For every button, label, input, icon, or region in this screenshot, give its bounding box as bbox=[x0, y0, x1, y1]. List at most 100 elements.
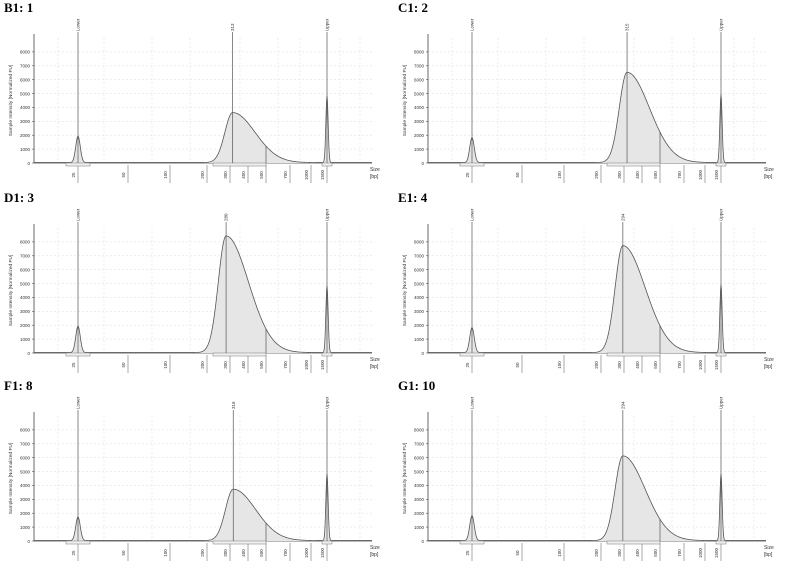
electropherogram-plot: 0 1000 2000 3000 4000 5000 6000 7000 8000 Sample … bbox=[8, 18, 380, 183]
panel-title: E1: 4 bbox=[398, 190, 428, 205]
x-axis-label-unit: [bp] bbox=[764, 364, 773, 370]
x-tick-label: 1000 bbox=[698, 547, 703, 558]
lower-region-bar bbox=[65, 540, 91, 545]
y-tick-label: 6000 bbox=[414, 77, 425, 82]
upper-region-bar bbox=[321, 540, 333, 545]
panel-title: D1: 3 bbox=[4, 190, 34, 205]
x-tick-label: 700 bbox=[677, 549, 682, 557]
smear-fill-area bbox=[589, 72, 710, 163]
electropherogram-plot: 0 1000 2000 3000 4000 5000 6000 7000 8000 Sample … bbox=[8, 208, 380, 373]
peak-label: Lower bbox=[76, 208, 81, 221]
region-bar bbox=[606, 162, 661, 167]
panel-title: C1: 2 bbox=[398, 0, 428, 15]
x-axis-label: Size bbox=[764, 545, 774, 551]
upper-region-bar bbox=[321, 352, 333, 357]
y-tick-label: 0 bbox=[27, 161, 30, 166]
x-tick-label: 200 bbox=[594, 361, 599, 369]
x-tick-label: 500 bbox=[259, 361, 264, 369]
y-tick-label: 7000 bbox=[20, 64, 31, 69]
x-tick-label: 300 bbox=[617, 361, 622, 369]
y-tick-label: 4000 bbox=[20, 105, 31, 110]
y-tick-label: 2000 bbox=[414, 511, 425, 516]
y-tick-label: 4000 bbox=[414, 295, 425, 300]
peak-label: 316 bbox=[231, 401, 236, 409]
y-tick-label: 7000 bbox=[20, 442, 31, 447]
x-tick-label: 1500 bbox=[714, 547, 719, 558]
y-tick-label: 4000 bbox=[414, 105, 425, 110]
peak-label: Upper bbox=[325, 396, 330, 409]
x-tick-label: 100 bbox=[557, 361, 562, 369]
peak-label: Upper bbox=[719, 208, 724, 221]
y-tick-label: 8000 bbox=[414, 240, 425, 245]
y-tick-label: 7000 bbox=[414, 64, 425, 69]
peak-label: Lower bbox=[76, 396, 81, 409]
x-axis-label-unit: [bp] bbox=[370, 364, 379, 370]
peak-label: 294 bbox=[620, 401, 625, 409]
x-tick-label: 100 bbox=[557, 171, 562, 179]
electropherogram-panel-d1: D1: 3 0 1000 2000 3000 4000 5000 6000 7000 8000 S… bbox=[0, 190, 392, 378]
x-tick-label: 25 bbox=[71, 362, 76, 368]
x-axis-label-unit: [bp] bbox=[764, 552, 773, 558]
y-tick-label: 8000 bbox=[20, 240, 31, 245]
x-tick-label: 1500 bbox=[320, 169, 325, 180]
smear-fill-area bbox=[584, 455, 705, 541]
electropherogram-plot: 0 1000 2000 3000 4000 5000 6000 7000 8000 Sample … bbox=[402, 18, 774, 183]
x-tick-label: 25 bbox=[465, 362, 470, 368]
y-axis-label: Sample Intensity [Normalized FU] bbox=[8, 65, 14, 136]
x-tick-label: 300 bbox=[223, 361, 228, 369]
x-tick-label: 25 bbox=[465, 550, 470, 556]
peak-label: 280 bbox=[224, 213, 229, 221]
panel-title: G1: 10 bbox=[398, 378, 436, 393]
x-tick-label: 400 bbox=[241, 171, 246, 179]
y-tick-label: 8000 bbox=[20, 428, 31, 433]
x-tick-label: 400 bbox=[241, 361, 246, 369]
x-axis-label: Size bbox=[764, 357, 774, 363]
y-tick-label: 6000 bbox=[414, 455, 425, 460]
y-tick-label: 6000 bbox=[20, 455, 31, 460]
y-tick-label: 3000 bbox=[414, 309, 425, 314]
x-tick-label: 400 bbox=[635, 549, 640, 557]
electropherogram-panel-f1: F1: 8 0 1000 2000 3000 4000 5000 6000 7000 8000 S… bbox=[0, 378, 392, 566]
lower-region-bar bbox=[65, 162, 91, 167]
x-axis-label: Size bbox=[370, 357, 380, 363]
peak-label: 315 bbox=[625, 23, 630, 31]
y-tick-label: 1000 bbox=[414, 525, 425, 530]
x-tick-label: 1000 bbox=[698, 169, 703, 180]
peak-label: Lower bbox=[470, 18, 475, 31]
x-tick-label: 500 bbox=[653, 361, 658, 369]
x-tick-label: 200 bbox=[594, 171, 599, 179]
y-axis-label: Sample Intensity [Normalized FU] bbox=[8, 443, 14, 514]
electropherogram-plot: 0 1000 2000 3000 4000 5000 6000 7000 8000 Sample … bbox=[8, 396, 380, 561]
electropherogram-panel-b1: B1: 1 0 1000 2000 3000 4000 5000 6000 7000 8000 S… bbox=[0, 0, 392, 188]
y-axis-label: Sample Intensity [Normalized FU] bbox=[402, 65, 408, 136]
smear-fill-area bbox=[195, 489, 316, 541]
x-tick-label: 1000 bbox=[304, 547, 309, 558]
lower-region-bar bbox=[459, 352, 485, 357]
lower-region-bar bbox=[459, 540, 485, 545]
trace-line bbox=[427, 455, 766, 541]
x-axis-label-unit: [bp] bbox=[370, 552, 379, 558]
x-tick-label: 1500 bbox=[320, 359, 325, 370]
y-tick-label: 4000 bbox=[20, 295, 31, 300]
y-tick-label: 3000 bbox=[20, 497, 31, 502]
region-bar bbox=[212, 540, 267, 545]
y-tick-label: 0 bbox=[27, 351, 30, 356]
upper-region-bar bbox=[715, 540, 727, 545]
region-bar bbox=[606, 540, 661, 545]
peak-label: Upper bbox=[719, 18, 724, 31]
peak-label: Lower bbox=[76, 18, 81, 31]
peak-label: Lower bbox=[470, 208, 475, 221]
peak-label: Upper bbox=[719, 396, 724, 409]
y-tick-label: 4000 bbox=[414, 483, 425, 488]
x-tick-label: 200 bbox=[200, 361, 205, 369]
x-tick-label: 700 bbox=[283, 549, 288, 557]
x-tick-label: 50 bbox=[121, 550, 126, 556]
y-tick-label: 5000 bbox=[20, 469, 31, 474]
lower-region-bar bbox=[65, 352, 91, 357]
peak-label: Upper bbox=[325, 18, 330, 31]
x-tick-label: 1500 bbox=[714, 359, 719, 370]
x-tick-label: 400 bbox=[241, 549, 246, 557]
x-tick-label: 50 bbox=[121, 362, 126, 368]
smear-fill-area bbox=[194, 112, 315, 163]
x-tick-label: 1500 bbox=[320, 547, 325, 558]
